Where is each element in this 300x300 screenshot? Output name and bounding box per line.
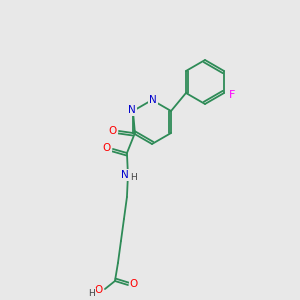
Text: H: H xyxy=(130,173,137,182)
Text: O: O xyxy=(103,143,111,153)
Text: N: N xyxy=(149,95,157,105)
Text: F: F xyxy=(229,90,235,100)
Text: H: H xyxy=(88,289,95,298)
Text: O: O xyxy=(109,126,117,136)
Text: N: N xyxy=(128,105,136,115)
Text: N: N xyxy=(121,170,129,180)
Text: O: O xyxy=(130,279,138,289)
Text: O: O xyxy=(95,285,103,295)
